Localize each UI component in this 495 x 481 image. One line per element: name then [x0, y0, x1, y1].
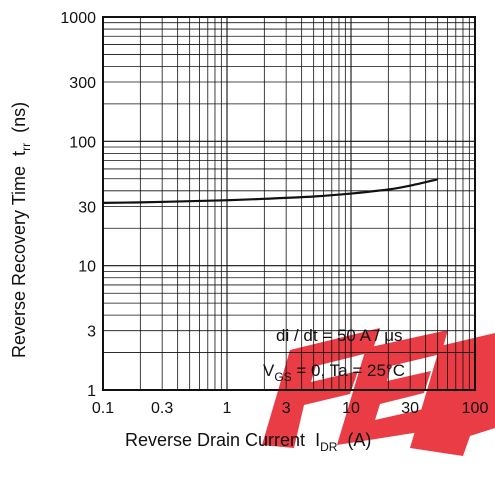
x-tick-label: 100 [462, 400, 489, 417]
x-tick-label: 30 [401, 400, 419, 417]
y-tick-label: 1000 [60, 10, 96, 27]
y-tick-label: 10 [78, 259, 96, 276]
annotation-conditions: VGS = 0, Ta = 25°C [263, 361, 405, 384]
x-axis-title: Reverse Drain Current IDR (A) [125, 430, 371, 454]
watermark-logo [262, 328, 495, 456]
x-tick-label: 3 [282, 400, 291, 417]
y-tick-label: 100 [69, 134, 96, 151]
y-tick-label: 1 [87, 383, 96, 400]
x-tick-label: 0.1 [92, 400, 114, 417]
y-axis-title: Reverse Recovery Timetrr(ns) [9, 102, 33, 358]
y-tick-label: 3 [87, 324, 96, 341]
x-tick-labels: 0.1 0.3 1 3 10 30 100 [92, 400, 489, 417]
grid [103, 17, 475, 390]
x-tick-label: 0.3 [151, 400, 173, 417]
y-tick-label: 30 [78, 199, 96, 216]
plot-frame [102, 16, 476, 391]
annotation-didt: di / dt = 50 A / μs [276, 326, 403, 345]
y-tick-labels: 1 3 10 30 100 300 1000 [60, 10, 96, 400]
x-tick-label: 1 [223, 400, 232, 417]
series-line [102, 178, 438, 204]
x-tick-label: 10 [342, 400, 360, 417]
y-tick-label: 300 [69, 75, 96, 92]
annotation-box: di / dt = 50 A / μs VGS = 0, Ta = 25°C [263, 326, 405, 384]
